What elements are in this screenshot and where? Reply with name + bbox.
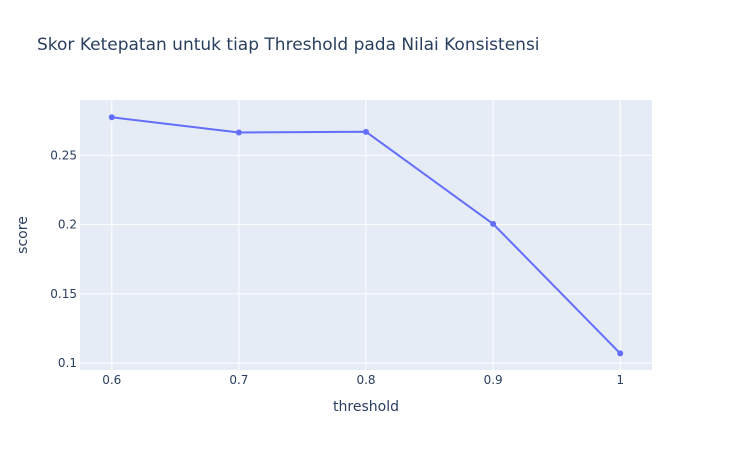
y-tick-label: 0.15 (50, 287, 77, 301)
data-point[interactable] (617, 350, 624, 357)
y-tick-label: 0.25 (50, 148, 77, 162)
y-tick-label: 0.1 (58, 356, 77, 370)
data-point[interactable] (235, 129, 242, 136)
y-axis-title: score (15, 216, 31, 254)
data-point[interactable] (108, 114, 115, 121)
x-tick-label: 0.9 (484, 373, 503, 387)
grid-lines (80, 100, 652, 370)
x-tick-label: 1 (616, 373, 624, 387)
data-point[interactable] (363, 128, 369, 135)
x-tick-label: 0.8 (356, 373, 375, 387)
x-axis-title: threshold (333, 399, 399, 415)
tick-labels: 0.6 0.7 0.8 0.9 1 0.1 0.15 0.2 0.25 (50, 148, 624, 387)
x-tick-label: 0.7 (229, 373, 248, 387)
series-layer (108, 114, 624, 357)
chart-title: Skor Ketepatan untuk tiap Threshold pada… (37, 35, 540, 55)
data-point[interactable] (490, 220, 497, 227)
y-tick-label: 0.2 (58, 218, 77, 232)
x-tick-label: 0.6 (102, 373, 121, 387)
